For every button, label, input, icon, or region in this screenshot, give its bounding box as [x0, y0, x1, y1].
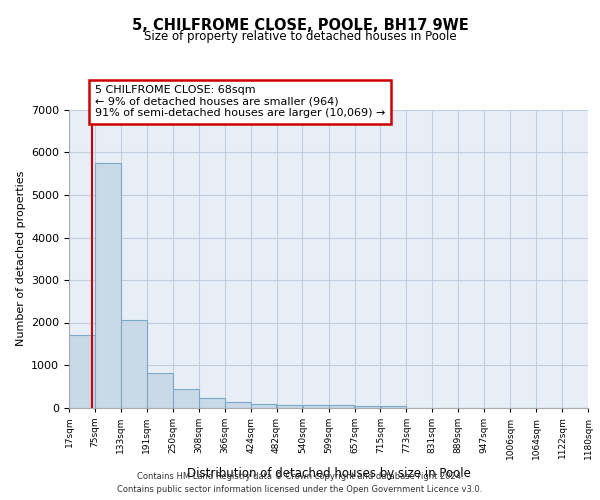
Y-axis label: Number of detached properties: Number of detached properties: [16, 171, 26, 346]
Bar: [173, 389, 199, 407]
Text: Size of property relative to detached houses in Poole: Size of property relative to detached ho…: [143, 30, 457, 43]
Bar: [277, 404, 302, 407]
Bar: [147, 372, 173, 408]
Bar: [355, 406, 380, 407]
Bar: [121, 320, 146, 408]
Bar: [225, 402, 251, 407]
Bar: [329, 406, 355, 407]
Bar: [95, 163, 121, 408]
Text: Contains public sector information licensed under the Open Government Licence v3: Contains public sector information licen…: [118, 485, 482, 494]
Text: Contains HM Land Registry data © Crown copyright and database right 2024.: Contains HM Land Registry data © Crown c…: [137, 472, 463, 481]
Bar: [380, 406, 406, 407]
Bar: [199, 398, 224, 407]
X-axis label: Distribution of detached houses by size in Poole: Distribution of detached houses by size …: [187, 467, 470, 480]
Bar: [69, 335, 95, 407]
Text: 5 CHILFROME CLOSE: 68sqm
← 9% of detached houses are smaller (964)
91% of semi-d: 5 CHILFROME CLOSE: 68sqm ← 9% of detache…: [95, 86, 385, 118]
Text: 5, CHILFROME CLOSE, POOLE, BH17 9WE: 5, CHILFROME CLOSE, POOLE, BH17 9WE: [131, 18, 469, 32]
Bar: [302, 405, 329, 407]
Bar: [251, 404, 277, 407]
